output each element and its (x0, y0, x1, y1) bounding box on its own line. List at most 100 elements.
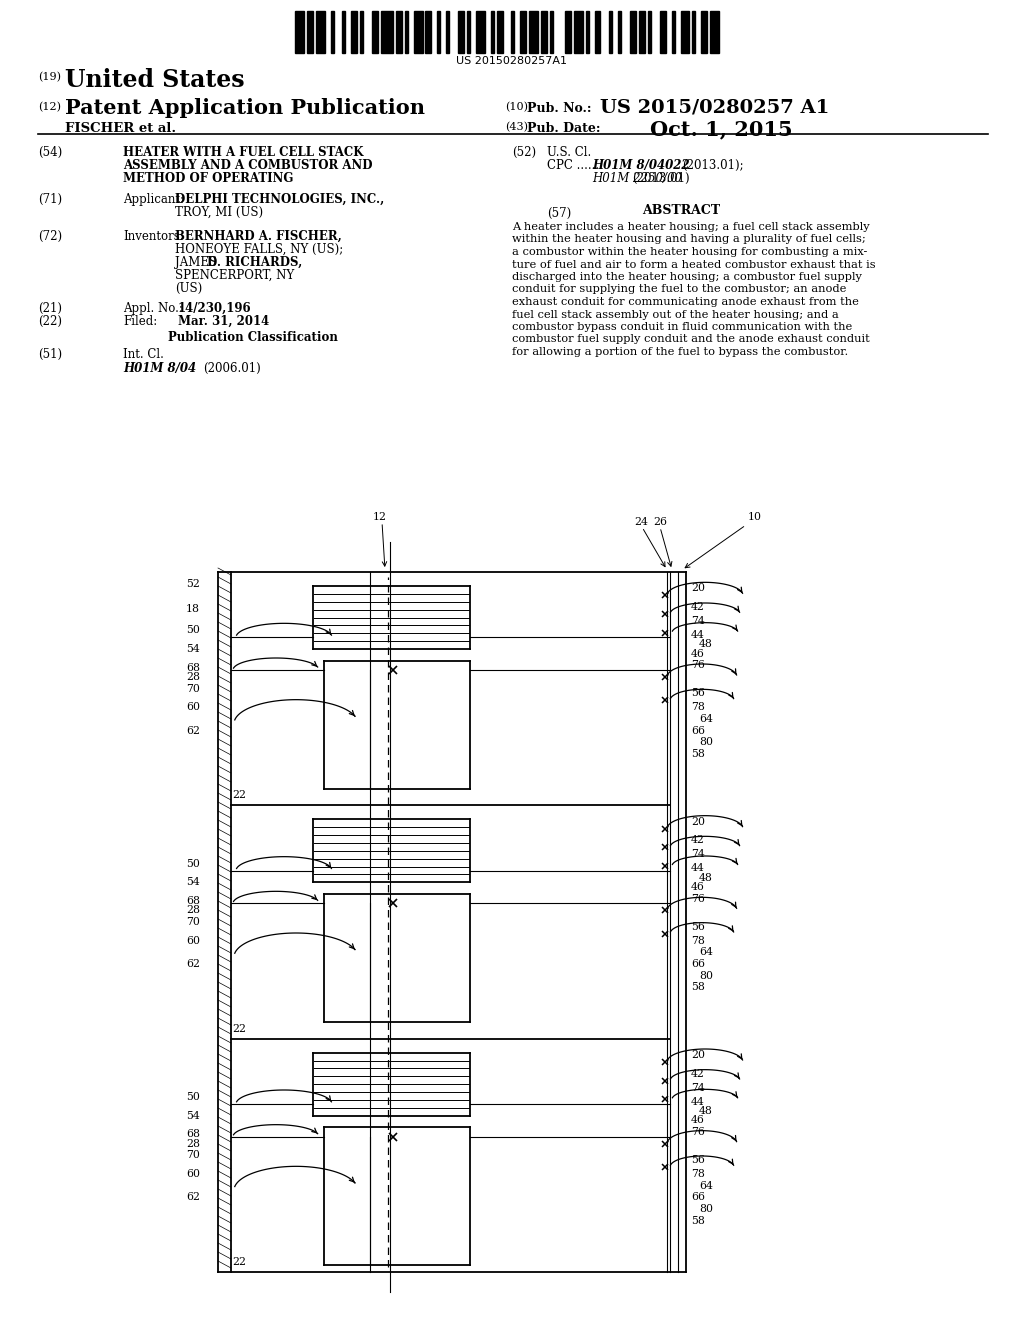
Bar (437, 11, 440, 53)
Text: CPC ......: CPC ...... (547, 158, 599, 172)
Text: 70: 70 (186, 684, 200, 694)
Text: HONEOYE FALLS, NY (US);: HONEOYE FALLS, NY (US); (175, 243, 343, 256)
Text: 22: 22 (232, 1024, 246, 1034)
Text: 60: 60 (186, 702, 200, 713)
Text: 70: 70 (186, 1150, 200, 1160)
Text: (51): (51) (38, 348, 62, 360)
Text: 76: 76 (691, 894, 705, 904)
Text: 52: 52 (186, 578, 200, 589)
Text: 78: 78 (691, 936, 705, 945)
Bar (701, 11, 708, 53)
Bar (331, 11, 334, 53)
Text: SPENCERPORT, NY: SPENCERPORT, NY (175, 269, 294, 282)
Text: 20: 20 (691, 583, 705, 593)
Bar (446, 11, 450, 53)
Text: JAMES: JAMES (175, 256, 221, 269)
Text: (72): (72) (38, 230, 62, 243)
Text: 42: 42 (691, 836, 705, 845)
Text: combustor fuel supply conduit and the anode exhaust conduit: combustor fuel supply conduit and the an… (512, 334, 869, 345)
Text: (19): (19) (38, 73, 61, 82)
Bar (595, 11, 600, 53)
Text: 68: 68 (186, 663, 200, 673)
Text: 62: 62 (186, 726, 200, 735)
Bar (497, 11, 503, 53)
Text: United States: United States (65, 69, 245, 92)
Text: 28: 28 (186, 672, 200, 682)
Text: fuel cell stack assembly out of the heater housing; and a: fuel cell stack assembly out of the heat… (512, 309, 839, 319)
Text: METHOD OF OPERATING: METHOD OF OPERATING (123, 172, 293, 185)
Text: a combustor within the heater housing for combusting a mix-: a combustor within the heater housing fo… (512, 247, 867, 257)
Text: Inventors:: Inventors: (123, 230, 183, 243)
Bar (550, 11, 553, 53)
Text: Oct. 1, 2015: Oct. 1, 2015 (650, 119, 793, 139)
Text: Publication Classification: Publication Classification (168, 331, 338, 345)
Text: Appl. No.:: Appl. No.: (123, 302, 183, 315)
Text: 50: 50 (186, 626, 200, 635)
Text: 78: 78 (691, 1170, 705, 1179)
Text: 58: 58 (691, 748, 705, 759)
Text: 54: 54 (186, 878, 200, 887)
Text: 42: 42 (691, 1069, 705, 1078)
Text: 62: 62 (186, 960, 200, 969)
Bar (295, 11, 304, 53)
Text: 64: 64 (699, 1180, 713, 1191)
Text: US 2015/0280257 A1: US 2015/0280257 A1 (600, 98, 829, 116)
Text: (22): (22) (38, 315, 62, 327)
Text: TROY, MI (US): TROY, MI (US) (175, 206, 263, 219)
Text: 42: 42 (691, 602, 705, 612)
Text: discharged into the heater housing; a combustor fuel supply: discharged into the heater housing; a co… (512, 272, 862, 282)
Bar (681, 11, 689, 53)
Text: 44: 44 (691, 630, 705, 640)
Text: 58: 58 (691, 1216, 705, 1226)
Text: 18: 18 (186, 605, 200, 614)
Text: DELPHI TECHNOLOGIES, INC.,: DELPHI TECHNOLOGIES, INC., (175, 193, 384, 206)
Text: exhaust conduit for communicating anode exhaust from the: exhaust conduit for communicating anode … (512, 297, 859, 308)
Text: Pub. Date:: Pub. Date: (527, 121, 600, 135)
Text: 74: 74 (691, 849, 705, 859)
Text: (43): (43) (505, 121, 528, 132)
Text: (54): (54) (38, 147, 62, 158)
Text: 68: 68 (186, 1130, 200, 1139)
Text: 48: 48 (699, 873, 713, 883)
Bar (342, 11, 345, 53)
Text: 60: 60 (186, 936, 200, 945)
Text: 80: 80 (699, 970, 713, 981)
Bar (586, 11, 589, 53)
Text: Int. Cl.: Int. Cl. (123, 348, 164, 360)
Bar (476, 11, 484, 53)
Text: 14/230,196: 14/230,196 (178, 302, 252, 315)
Bar (659, 11, 666, 53)
Text: Mar. 31, 2014: Mar. 31, 2014 (178, 315, 269, 327)
Text: H01M 2250/00: H01M 2250/00 (592, 172, 682, 185)
Text: 26: 26 (653, 517, 667, 527)
Text: (10): (10) (505, 102, 528, 112)
Text: 60: 60 (186, 1170, 200, 1179)
Bar (351, 11, 357, 53)
Text: 66: 66 (691, 1192, 705, 1203)
Text: for allowing a portion of the fuel to bypass the combustor.: for allowing a portion of the fuel to by… (512, 347, 848, 356)
Bar (511, 11, 514, 53)
Bar (618, 11, 622, 53)
Text: 58: 58 (691, 982, 705, 993)
Text: 22: 22 (232, 791, 246, 800)
Text: ABSTRACT: ABSTRACT (642, 205, 720, 216)
Text: 66: 66 (691, 726, 705, 735)
Text: 46: 46 (691, 882, 705, 892)
Text: 76: 76 (691, 1127, 705, 1137)
Text: 80: 80 (699, 738, 713, 747)
Bar (490, 11, 494, 53)
Bar (315, 11, 325, 53)
Bar (541, 11, 547, 53)
Text: 48: 48 (699, 639, 713, 649)
Text: 54: 54 (186, 644, 200, 653)
Bar (372, 11, 378, 53)
Text: A heater includes a heater housing; a fuel cell stack assembly: A heater includes a heater housing; a fu… (512, 222, 869, 232)
Text: 28: 28 (186, 1139, 200, 1148)
Bar (520, 11, 526, 53)
Text: Applicant:: Applicant: (123, 193, 184, 206)
Bar (404, 11, 408, 53)
Text: FISCHER et al.: FISCHER et al. (65, 121, 176, 135)
Text: 46: 46 (691, 648, 705, 659)
Text: within the heater housing and having a plurality of fuel cells;: within the heater housing and having a p… (512, 235, 865, 244)
Text: 64: 64 (699, 714, 713, 723)
